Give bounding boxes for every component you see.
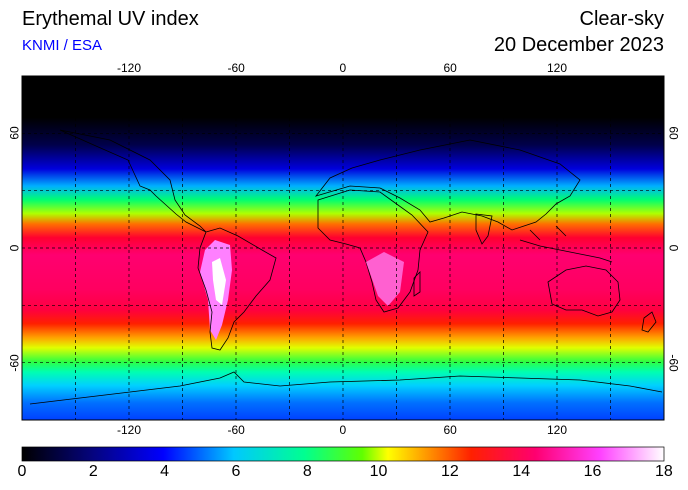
colorbar-tick: 6: [231, 463, 241, 480]
madagascar-coast: [413, 271, 421, 297]
lat-tick-left: 0: [6, 244, 21, 252]
australia-coast: [547, 265, 621, 317]
data-source: KNMI / ESA: [22, 37, 103, 54]
lat-tick-right: 0: [665, 244, 680, 252]
colorbar-tick: 4: [160, 463, 170, 480]
lon-tick-top: 120: [547, 61, 568, 75]
lon-tick-top: -60: [227, 61, 245, 75]
africa-coast: [317, 189, 429, 313]
graticule: [22, 76, 664, 420]
eurasia-coast: [314, 139, 581, 231]
andes-peak: [212, 258, 226, 305]
lat-tick-left: 60: [7, 126, 22, 141]
colorbar-tick: 12: [441, 463, 459, 480]
indonesia-coast: [519, 225, 613, 263]
map-frame: [21, 75, 665, 421]
coastlines: [29, 129, 663, 405]
lon-tick-bottom: 0: [339, 423, 347, 437]
colorbar-tick: 8: [302, 463, 312, 480]
new-zealand-coast: [641, 311, 657, 333]
north-america-coast: [59, 129, 207, 233]
colorbar-tick: 0: [17, 463, 27, 480]
lon-tick-top: -120: [117, 61, 142, 75]
lon-tick-bottom: -60: [227, 423, 245, 437]
lon-tick-top: 0: [339, 61, 347, 75]
lon-tick-bottom: 60: [443, 423, 457, 437]
lat-tick-right: 60: [666, 126, 681, 141]
map-title: Erythemal UV index: [22, 8, 199, 30]
colorbar-tick: 2: [88, 463, 98, 480]
lon-tick-bottom: -120: [117, 423, 142, 437]
colorbar-tick: 14: [512, 463, 531, 480]
lat-tick-left: -60: [7, 353, 22, 372]
africa-highlight: [366, 252, 404, 306]
colorbar-tick: 18: [655, 463, 673, 480]
colorbar: [21, 446, 665, 462]
sky-condition: Clear-sky: [579, 8, 664, 30]
india-coast: [475, 213, 493, 245]
lon-tick-bottom: 120: [547, 423, 568, 437]
lon-tick-top: 60: [443, 61, 457, 75]
colorbar-tick: 16: [583, 463, 602, 480]
lat-tick-right: -60: [666, 353, 681, 372]
antarctica-coast: [29, 371, 663, 405]
colorbar-tick: 10: [369, 463, 388, 480]
map-date: 20 December 2023: [493, 34, 664, 56]
